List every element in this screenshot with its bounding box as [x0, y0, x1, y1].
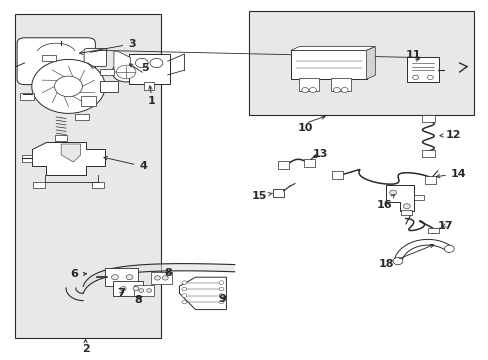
Bar [421, 115, 434, 122]
Polygon shape [114, 51, 130, 72]
Circle shape [182, 287, 186, 291]
Text: 5: 5 [141, 63, 148, 73]
Circle shape [444, 245, 453, 252]
Text: 2: 2 [81, 344, 89, 354]
Text: 16: 16 [376, 195, 394, 210]
Polygon shape [61, 144, 81, 162]
Circle shape [182, 281, 186, 284]
Circle shape [333, 87, 340, 93]
Ellipse shape [116, 65, 136, 79]
Bar [22, 155, 32, 162]
Circle shape [341, 87, 347, 93]
Circle shape [392, 257, 402, 265]
Bar [33, 182, 45, 188]
Polygon shape [32, 142, 105, 175]
Bar [331, 171, 342, 179]
FancyBboxPatch shape [299, 78, 318, 91]
Bar [304, 159, 314, 167]
Circle shape [139, 289, 143, 292]
Circle shape [301, 87, 308, 93]
Bar [81, 96, 96, 106]
Circle shape [219, 294, 224, 297]
Text: 1: 1 [147, 96, 155, 106]
Circle shape [162, 276, 168, 280]
Circle shape [133, 287, 139, 291]
Bar [75, 114, 89, 120]
Bar [20, 93, 34, 100]
Bar [55, 135, 67, 141]
Text: 14: 14 [436, 168, 466, 179]
Circle shape [427, 75, 432, 80]
Circle shape [135, 58, 148, 68]
Circle shape [111, 275, 118, 280]
Bar [100, 69, 114, 75]
Text: 17: 17 [436, 221, 452, 231]
Circle shape [150, 58, 163, 68]
Polygon shape [83, 264, 234, 293]
Circle shape [219, 281, 224, 284]
Circle shape [309, 87, 316, 93]
Bar [92, 182, 103, 188]
FancyBboxPatch shape [330, 78, 350, 91]
Polygon shape [386, 185, 413, 211]
Bar [272, 189, 283, 197]
Bar [400, 210, 411, 215]
Text: 7: 7 [117, 288, 125, 298]
FancyBboxPatch shape [113, 281, 142, 296]
FancyBboxPatch shape [128, 54, 169, 84]
Circle shape [154, 276, 160, 280]
Bar [15, 14, 161, 338]
Circle shape [182, 300, 186, 304]
FancyBboxPatch shape [406, 57, 438, 82]
FancyBboxPatch shape [134, 285, 154, 296]
Polygon shape [290, 46, 375, 50]
Text: 9: 9 [218, 294, 226, 304]
Text: 18: 18 [378, 244, 433, 269]
Circle shape [182, 294, 186, 297]
Bar [100, 81, 118, 92]
Text: 8: 8 [134, 294, 142, 305]
Polygon shape [179, 277, 226, 310]
Text: 6: 6 [70, 269, 86, 279]
Text: 12: 12 [439, 130, 461, 140]
Polygon shape [366, 46, 375, 79]
Text: 11: 11 [405, 50, 420, 60]
Circle shape [55, 76, 82, 96]
Text: 3: 3 [80, 39, 136, 54]
Circle shape [219, 300, 224, 304]
FancyBboxPatch shape [17, 38, 95, 85]
Bar [427, 228, 438, 233]
Circle shape [403, 204, 409, 209]
Bar [421, 150, 434, 157]
Text: 15: 15 [251, 191, 272, 201]
Bar [144, 82, 154, 90]
Bar [42, 55, 56, 61]
Circle shape [126, 275, 133, 280]
Circle shape [120, 287, 126, 291]
FancyBboxPatch shape [105, 268, 138, 286]
Circle shape [389, 190, 396, 195]
Text: 4: 4 [104, 157, 147, 171]
Circle shape [146, 289, 151, 292]
Circle shape [32, 59, 105, 113]
Bar [413, 195, 423, 200]
Circle shape [219, 287, 224, 291]
Bar [290, 50, 366, 79]
Bar [424, 176, 435, 184]
Text: 13: 13 [312, 149, 327, 159]
Ellipse shape [112, 62, 140, 82]
Bar [249, 11, 473, 115]
Text: 10: 10 [297, 123, 313, 133]
Bar [278, 161, 288, 169]
FancyBboxPatch shape [84, 49, 106, 67]
Text: 8: 8 [164, 267, 172, 278]
Circle shape [412, 75, 418, 80]
FancyBboxPatch shape [150, 272, 172, 284]
